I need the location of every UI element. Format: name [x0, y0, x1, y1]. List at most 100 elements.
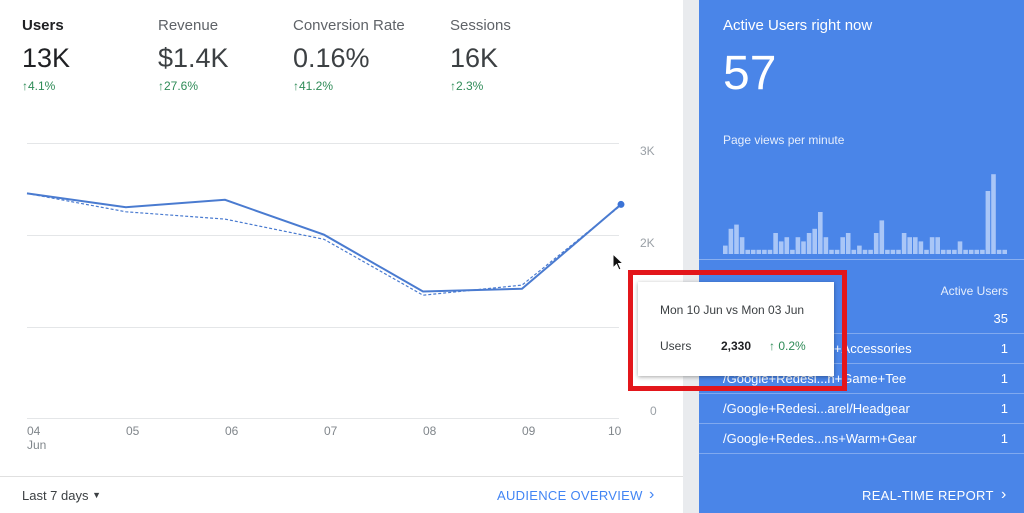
- pageviews-bar: [940, 249, 946, 254]
- pageviews-bar: [879, 220, 885, 254]
- pageviews-bar: [834, 249, 840, 254]
- x-tick-label: 09: [522, 424, 536, 438]
- pageviews-bar: [818, 212, 823, 254]
- arrow-up-icon: ↑: [158, 79, 164, 93]
- pageviews-bar: [840, 237, 845, 254]
- pageviews-bar: [868, 249, 873, 254]
- pageviews-bar: [1002, 249, 1007, 254]
- y-tick-label: 0: [650, 404, 657, 418]
- pageviews-bar: [918, 241, 924, 254]
- active-users-count: 57: [723, 47, 777, 100]
- highlight-box: [628, 270, 847, 391]
- y-tick-label: 3K: [640, 144, 655, 158]
- chevron-right-icon[interactable]: ›: [1001, 486, 1007, 503]
- audience-overview-link[interactable]: AUDIENCE OVERVIEW: [497, 488, 643, 503]
- pageviews-bar: [806, 233, 812, 254]
- pageviews-bar: [980, 249, 985, 254]
- pageviews-bar: [862, 249, 868, 254]
- divider: [699, 259, 1024, 260]
- metric-label: Sessions: [450, 17, 511, 34]
- chevron-right-icon[interactable]: ›: [649, 486, 655, 503]
- pageviews-bar: [750, 249, 756, 254]
- pageviews-bar: [963, 249, 968, 254]
- realtime-row[interactable]: 35: [699, 303, 1024, 334]
- gridline: [27, 418, 619, 419]
- arrow-up-icon: ↑: [293, 79, 299, 93]
- arrow-up-icon: ↑: [450, 79, 456, 93]
- metric-change: ↑4.1%: [22, 79, 56, 93]
- metric-label: Conversion Rate: [293, 17, 405, 34]
- data-point[interactable]: [617, 200, 625, 208]
- page-path: /Google+Redes...ns+Warm+Gear: [723, 431, 917, 446]
- pageviews-bar: [857, 245, 862, 254]
- pageviews-bar: [812, 228, 817, 254]
- pageviews-bar: [873, 233, 879, 254]
- x-tick-label: 08: [423, 424, 437, 438]
- gridline: [27, 327, 619, 328]
- pageviews-bar: [896, 249, 901, 254]
- arrow-up-icon: ↑: [22, 79, 28, 93]
- footer-divider: [0, 476, 683, 477]
- tooltip-metric: Users: [660, 339, 692, 353]
- realtime-title: Active Users right now: [723, 17, 873, 34]
- metric-value: $1.4K: [158, 43, 229, 73]
- pageviews-bar: [924, 249, 929, 254]
- pageviews-bar: [985, 191, 991, 254]
- realtime-row[interactable]: /Google+Redes...ns+Warm+Gear 1: [699, 423, 1024, 454]
- pageviews-bar: [784, 237, 790, 254]
- pageviews-bar: [913, 237, 918, 254]
- pageviews-bar: [801, 241, 806, 254]
- pageviews-bar: [767, 249, 773, 254]
- line-chart[interactable]: [0, 0, 683, 476]
- date-range-dropdown[interactable]: Last 7 days ▼: [22, 488, 102, 503]
- metric-change: ↑27.6%: [158, 79, 199, 93]
- tooltip-change: ↑ 0.2%: [769, 339, 806, 353]
- metric-value: 13K: [22, 43, 71, 73]
- pageviews-bar: [790, 249, 795, 254]
- realtime-report-link[interactable]: REAL-TIME REPORT: [862, 488, 994, 503]
- series-line-current: [26, 192, 622, 293]
- page-active-count: 35: [993, 311, 1008, 326]
- mouse-cursor-icon: [612, 253, 625, 271]
- pageviews-subtitle: Page views per minute: [723, 133, 845, 147]
- page-active-count: 1: [1000, 371, 1008, 386]
- tooltip-date: Mon 10 Jun vs Mon 03 Jun: [660, 303, 805, 317]
- page-active-count: 1: [1000, 341, 1008, 356]
- pageviews-bar: [773, 233, 778, 254]
- x-tick-label: 06: [225, 424, 239, 438]
- metric-change: ↑41.2%: [293, 79, 334, 93]
- realtime-card: Active Users right now 57 Page views per…: [699, 0, 1024, 513]
- x-tick-label: 07: [324, 424, 338, 438]
- pageviews-bar: [734, 224, 739, 254]
- pageviews-bar: [885, 249, 890, 254]
- pageviews-bar: [901, 233, 907, 254]
- gridline: [27, 235, 619, 236]
- metric-label: Users: [22, 17, 64, 34]
- pageviews-bar: [974, 249, 980, 254]
- x-tick-label: 05: [126, 424, 140, 438]
- pageviews-bar: [935, 237, 940, 254]
- pageviews-bar: [745, 249, 750, 254]
- pageviews-bar: [829, 249, 834, 254]
- x-tick-label: 04 Jun: [27, 424, 47, 452]
- pageviews-bar: [851, 249, 857, 254]
- chart-tooltip: Mon 10 Jun vs Mon 03 Jun Users 2,330 ↑ 0…: [638, 282, 834, 376]
- pageviews-bar: [723, 245, 728, 254]
- page-path: /Google+Redesi...arel/Headgear: [723, 401, 910, 416]
- pageviews-bar: [739, 237, 745, 254]
- metric-value: 16K: [450, 43, 499, 73]
- metric-value: 0.16%: [293, 43, 370, 73]
- pageviews-bar: [996, 249, 1002, 254]
- pageviews-bar: [823, 237, 829, 254]
- caret-down-icon: ▼: [92, 490, 102, 500]
- metric-change: ↑2.3%: [450, 79, 484, 93]
- pageviews-bar: [968, 249, 974, 254]
- page-active-count: 1: [1000, 401, 1008, 416]
- series-line-previous: [26, 192, 622, 296]
- pageviews-bar: [728, 228, 734, 254]
- pageviews-bar: [795, 237, 801, 254]
- metric-label: Revenue: [158, 17, 219, 34]
- tooltip-value: 2,330: [721, 339, 752, 353]
- realtime-row[interactable]: /Google+Redesi...arel/Headgear 1: [699, 393, 1024, 424]
- pageviews-bar: [845, 233, 851, 254]
